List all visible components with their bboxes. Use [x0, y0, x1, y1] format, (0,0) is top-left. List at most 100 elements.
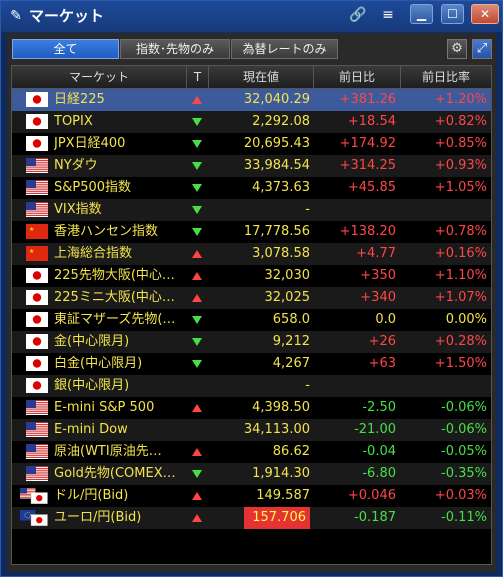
tab-all[interactable]: 全て: [12, 39, 119, 59]
table-row[interactable]: ★ 香港ハンセン指数 17,778.56 +138.20 +0.78%: [12, 221, 491, 243]
trend-up-arrow-icon: [191, 89, 205, 119]
row-name: 上海総合指数: [54, 246, 133, 261]
row-name: 銀(中心限月): [54, 378, 130, 393]
tab-fx-rates[interactable]: 為替レートのみ: [231, 39, 338, 59]
row-price: 658.0: [272, 312, 310, 327]
table-row[interactable]: NYダウ 33,984.54 +314.25 +0.93%: [12, 155, 491, 177]
menu-icon[interactable]: ≡: [382, 7, 394, 23]
title-bar[interactable]: ✎ マーケット 🔗 ≡ ▁ ☐ ✕: [1, 1, 502, 31]
row-change-pct: +0.16%: [434, 246, 487, 261]
row-change: -21.00: [354, 422, 396, 437]
expand-icon[interactable]: ⤢: [472, 39, 492, 59]
table-row[interactable]: VIX指数 -: [12, 199, 491, 221]
trend-up-arrow-icon: [191, 507, 205, 537]
trend-up-arrow-icon: [191, 397, 205, 427]
trend-down-arrow-icon: [191, 221, 205, 251]
settings-gear-icon[interactable]: ⚙: [447, 39, 467, 59]
row-change: +26: [368, 334, 396, 349]
row-change: 0.0: [375, 312, 396, 327]
row-change-pct: +1.10%: [434, 268, 487, 283]
row-change-pct: -0.06%: [441, 422, 487, 437]
table-row[interactable]: 白金(中心限月) 4,267 +63 +1.50%: [12, 353, 491, 375]
row-change: +138.20: [339, 224, 396, 239]
column-header-change-pct[interactable]: 前日比率: [421, 70, 470, 84]
row-change-pct: +0.03%: [434, 488, 487, 503]
row-name: ユーロ/円(Bid): [54, 510, 142, 525]
row-name: 香港ハンセン指数: [54, 224, 159, 239]
table-row[interactable]: Gold先物(COMEX… 1,914.30 -6.80 -0.35%: [12, 463, 491, 485]
row-name: NYダウ: [54, 158, 98, 173]
row-price: 149.587: [256, 488, 310, 503]
minimize-button[interactable]: ▁: [410, 4, 433, 24]
table-row[interactable]: 金(中心限月) 9,212 +26 +0.28%: [12, 331, 491, 353]
row-price: 32,030: [264, 268, 311, 283]
row-price: 33,984.54: [243, 158, 310, 173]
row-change-pct: +0.85%: [434, 136, 487, 151]
row-change-pct: +1.05%: [434, 180, 487, 195]
row-name: 225ミニ大阪(中心…: [54, 290, 175, 305]
row-name: 原油(WTI原油先…: [54, 444, 162, 459]
row-change: -0.187: [354, 510, 396, 525]
trend-up-arrow-icon: [191, 265, 205, 295]
table-row[interactable]: 日経225 32,040.29 +381.26 +1.20%: [12, 89, 491, 111]
row-change-pct: +1.50%: [434, 356, 487, 371]
row-name: E-mini Dow: [54, 422, 128, 437]
trend-down-arrow-icon: [191, 463, 205, 493]
tab-index-futures[interactable]: 指数･先物のみ: [120, 39, 230, 59]
market-table: マーケット T 現在値 前日比 前日比率 日経225 32,040.29 +381.…: [11, 65, 492, 565]
table-row[interactable]: E-mini Dow 34,113.00 -21.00 -0.06%: [12, 419, 491, 441]
trend-down-arrow-icon: [191, 111, 205, 141]
link-icon[interactable]: 🔗: [349, 7, 367, 23]
row-price: 4,267: [272, 356, 310, 371]
row-name: 金(中心限月): [54, 334, 130, 349]
column-header-change[interactable]: 前日比: [314, 66, 401, 88]
svg-text:★: ★: [29, 226, 34, 233]
table-row[interactable]: ★ 上海総合指数 3,078.58 +4.77 +0.16%: [12, 243, 491, 265]
table-row[interactable]: E-mini S&P 500 4,398.50 -2.50 -0.06%: [12, 397, 491, 419]
table-row[interactable]: ドル/円(Bid) 149.587 +0.046 +0.03%: [12, 485, 491, 507]
trend-down-arrow-icon: [191, 309, 205, 339]
trend-down-arrow-icon: [191, 133, 205, 163]
trend-up-arrow-icon: [191, 485, 205, 515]
row-change-pct: +1.20%: [434, 92, 487, 107]
row-change: +350: [360, 268, 396, 283]
row-change-pct: 0.00%: [445, 312, 487, 327]
table-row[interactable]: 225ミニ大阪(中心… 32,025 +340 +1.07%: [12, 287, 491, 309]
table-row[interactable]: TOPIX 2,292.08 +18.54 +0.82%: [12, 111, 491, 133]
column-header-price[interactable]: 現在値: [209, 66, 314, 88]
trend-up-arrow-icon: [191, 243, 205, 273]
row-price: -: [305, 378, 310, 393]
table-header: マーケット T 現在値 前日比 前日比率: [12, 66, 491, 89]
trend-down-arrow-icon: [191, 177, 205, 207]
row-change: +45.85: [347, 180, 396, 195]
table-row[interactable]: S&P500指数 4,373.63 +45.85 +1.05%: [12, 177, 491, 199]
table-row[interactable]: 225先物大阪(中心… 32,030 +350 +1.10%: [12, 265, 491, 287]
row-change-pct: -0.06%: [441, 400, 487, 415]
trend-up-arrow-icon: [191, 287, 205, 317]
row-change-pct: -0.11%: [441, 510, 487, 525]
table-row[interactable]: 原油(WTI原油先… 86.62 -0.04 -0.05%: [12, 441, 491, 463]
row-change: -2.50: [362, 400, 396, 415]
maximize-button[interactable]: ☐: [441, 4, 464, 24]
table-row[interactable]: ユーロ/円(Bid) 157.706 -0.187 -0.11%: [12, 507, 491, 529]
row-price: 9,212: [272, 334, 310, 349]
close-button[interactable]: ✕: [471, 4, 499, 24]
row-name: S&P500指数: [54, 180, 132, 195]
row-name: 東証マザーズ先物(…: [54, 312, 176, 327]
row-change: -0.04: [362, 444, 396, 459]
table-row[interactable]: 東証マザーズ先物(… 658.0 0.0 0.00%: [12, 309, 491, 331]
row-change: +0.046: [347, 488, 396, 503]
row-name: Gold先物(COMEX…: [54, 466, 176, 481]
trend-down-arrow-icon: [191, 155, 205, 185]
row-change-pct: -0.35%: [441, 466, 487, 481]
row-name: 白金(中心限月): [54, 356, 143, 371]
column-header-name[interactable]: マーケット: [12, 66, 187, 88]
row-change: +18.54: [347, 114, 396, 129]
row-name: ドル/円(Bid): [54, 488, 129, 503]
row-price: 86.62: [272, 444, 310, 459]
column-header-trend[interactable]: T: [187, 66, 209, 88]
row-name: TOPIX: [54, 114, 93, 129]
table-row[interactable]: JPX日経400 20,695.43 +174.92 +0.85%: [12, 133, 491, 155]
table-row[interactable]: 銀(中心限月) -: [12, 375, 491, 397]
row-price: 3,078.58: [252, 246, 310, 261]
